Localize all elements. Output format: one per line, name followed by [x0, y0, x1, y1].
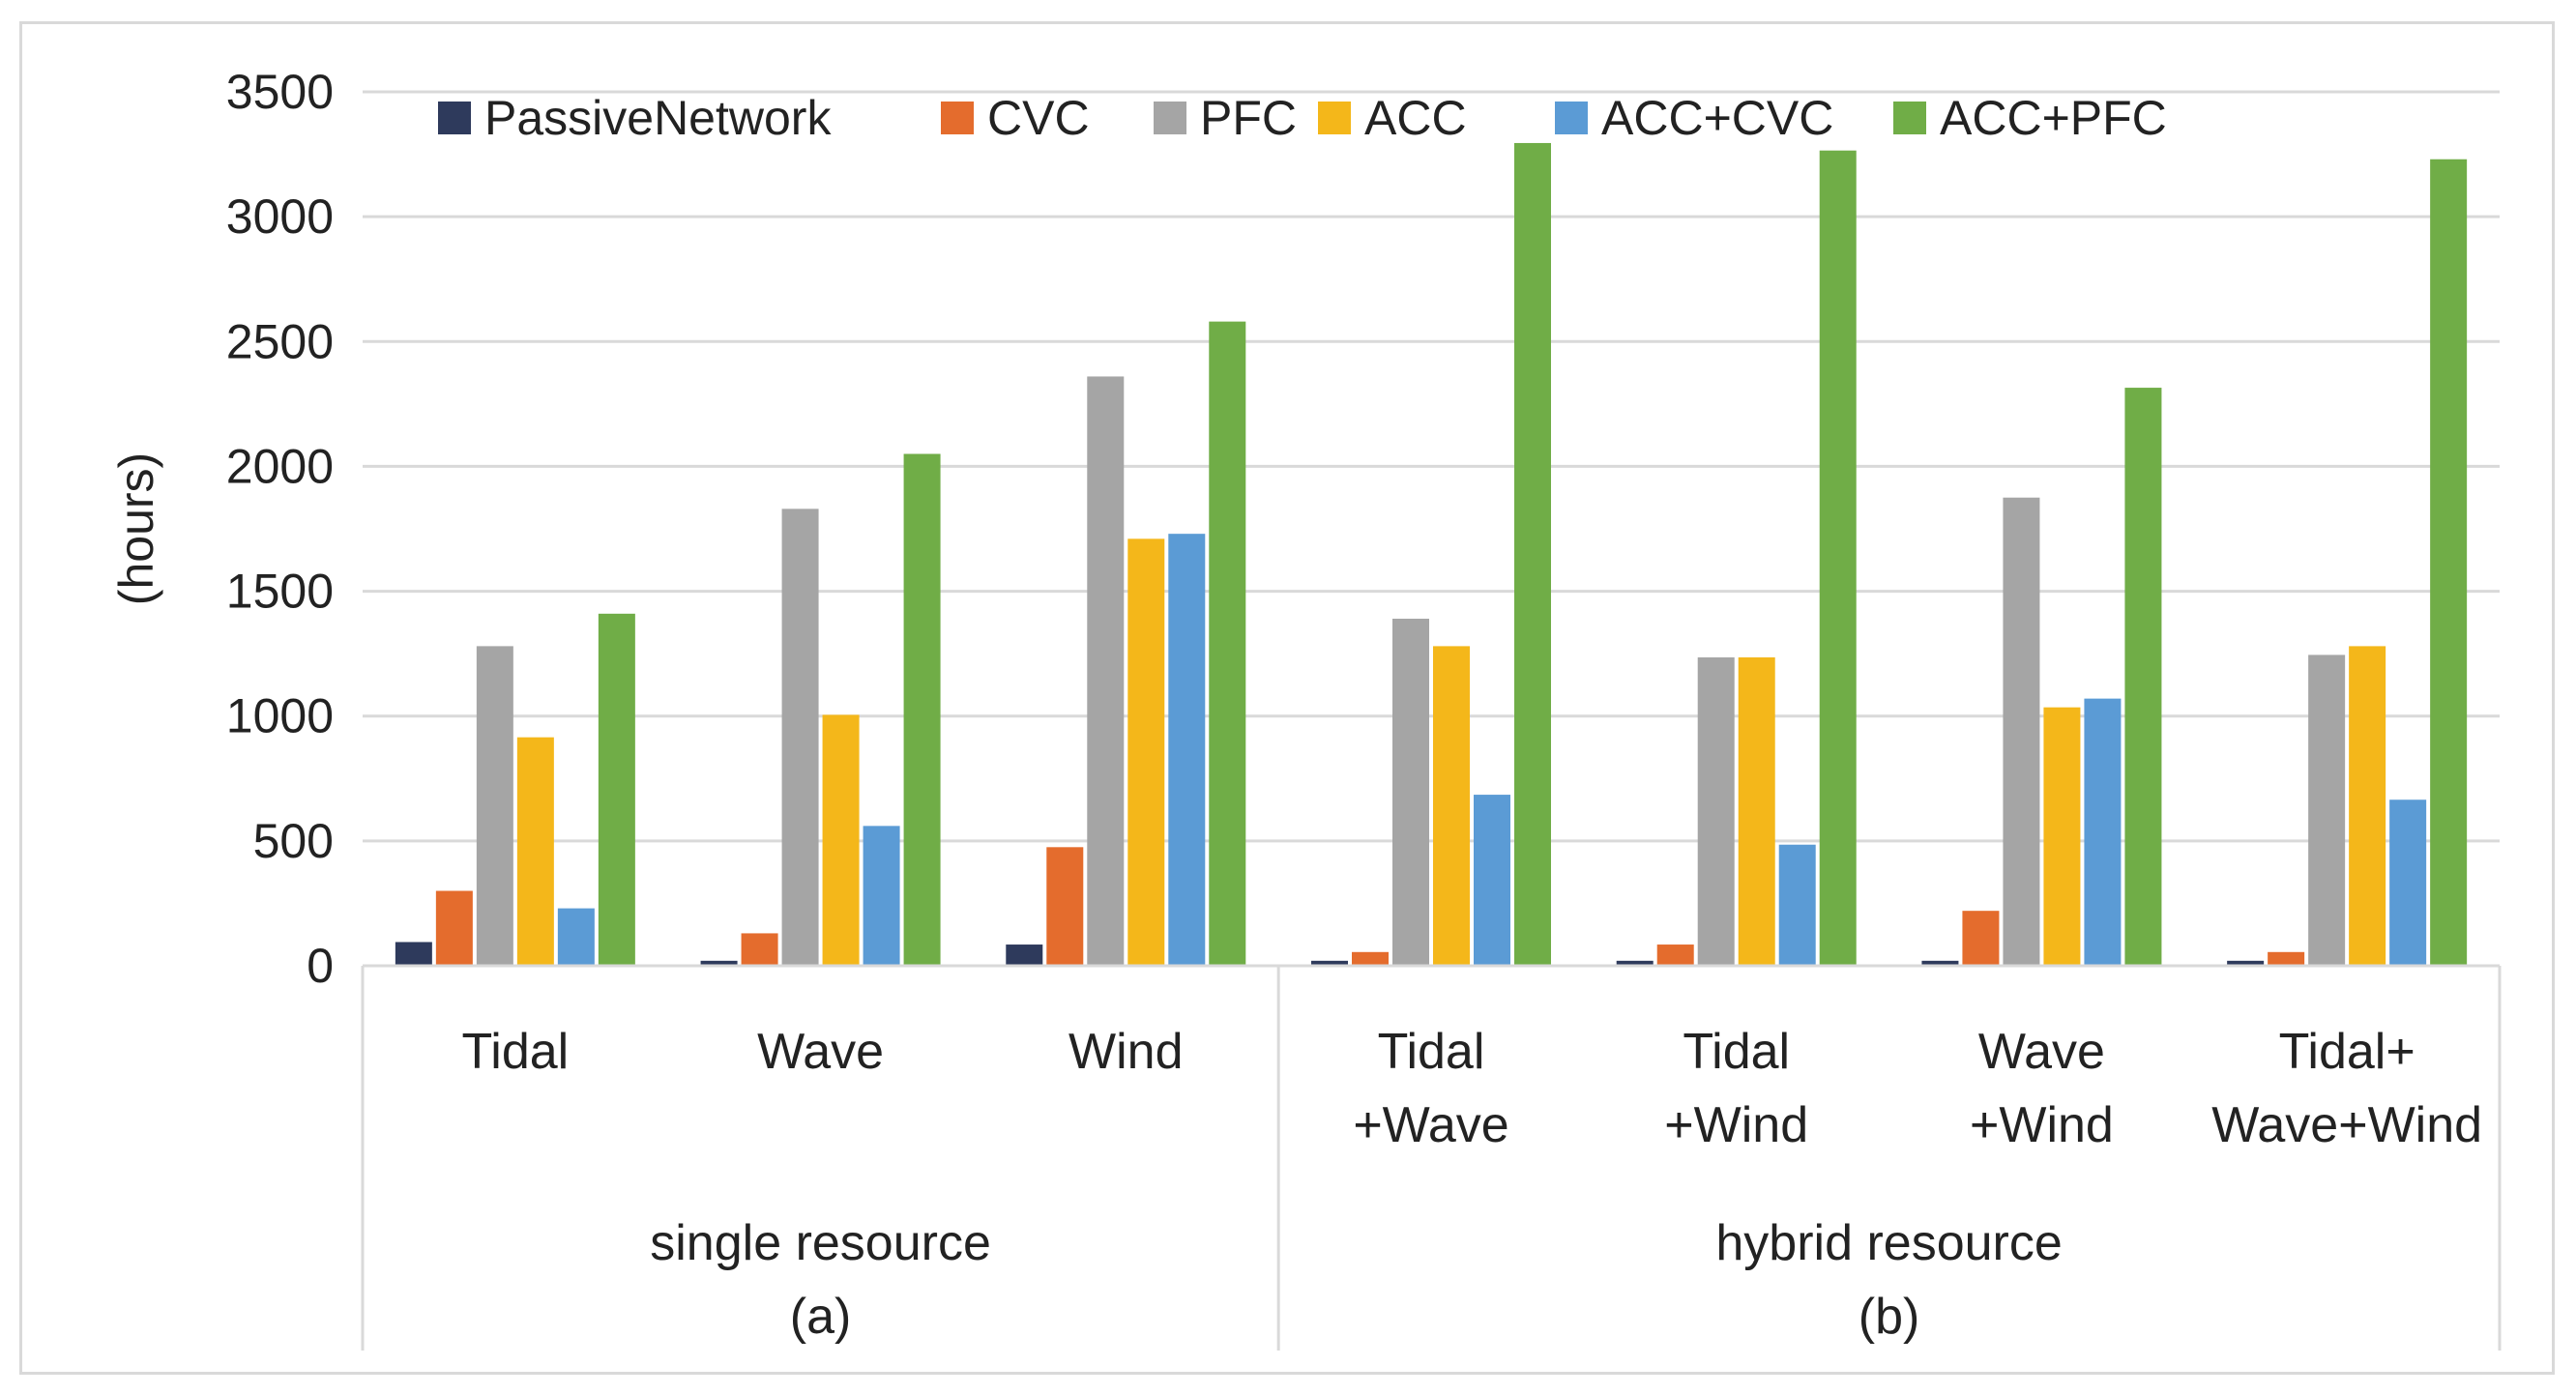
group-label: (a)	[790, 1289, 852, 1345]
legend-swatch	[438, 102, 471, 134]
bar-acc-pfc	[1514, 142, 1551, 966]
group-label: (b)	[1859, 1289, 1920, 1345]
bar-acc	[1433, 646, 1470, 966]
bar-acc	[2043, 707, 2081, 966]
category-label: Tidal	[1683, 1024, 1790, 1080]
bar-acc-cvc	[2084, 698, 2122, 966]
bar-cvc	[435, 890, 473, 966]
category-label: Tidal+	[2279, 1024, 2415, 1080]
bar-acc-cvc	[1778, 844, 1816, 966]
legend-swatch	[1154, 102, 1186, 134]
bar-passivenetwork	[395, 942, 432, 966]
bar-acc-cvc	[2389, 799, 2427, 966]
category-label: +Wind	[1664, 1097, 1808, 1153]
bar-acc	[2349, 646, 2386, 966]
y-axis-title: (hours)	[109, 452, 163, 605]
axes	[361, 964, 2502, 1351]
group-label: single resource	[650, 1215, 991, 1271]
bar-acc	[1127, 538, 1165, 966]
bar-acc-cvc	[1474, 795, 1510, 966]
bar-passivenetwork	[1006, 945, 1043, 966]
bar-passivenetwork	[1311, 960, 1348, 966]
bar-acc-pfc	[2430, 159, 2468, 967]
bar-pfc	[2308, 654, 2346, 966]
legend-label: ACC+PFC	[1940, 91, 2167, 145]
y-tick-label: 2000	[226, 439, 334, 493]
category-label: +Wind	[1970, 1097, 2114, 1153]
group-label: hybrid resource	[1715, 1215, 2062, 1271]
bar-cvc	[1962, 911, 2000, 966]
category-label: Wave	[757, 1024, 884, 1080]
chart-canvas: 0 500 1000 1500 2000 2500 3000 3500 Tidal Wave Win…	[109, 65, 2502, 1351]
bar-cvc	[741, 933, 778, 966]
bar-cvc	[1046, 847, 1084, 966]
legend-swatch	[1555, 102, 1588, 134]
bar-acc	[516, 737, 554, 966]
bar-acc	[822, 714, 860, 966]
bar-pfc	[1697, 657, 1735, 966]
legend-swatch	[1893, 102, 1926, 134]
category-label: Tidal	[1378, 1024, 1485, 1080]
bar-pfc	[1392, 618, 1429, 966]
y-tick-label: 0	[307, 939, 334, 993]
bar-pfc	[1087, 376, 1125, 967]
category-label: Wave	[1978, 1024, 2105, 1080]
bar-pfc	[476, 646, 513, 966]
y-tick-label: 3500	[226, 65, 334, 119]
bar-acc-pfc	[1819, 150, 1857, 966]
bar-cvc	[1656, 945, 1694, 966]
y-tick-label: 3000	[226, 189, 334, 244]
legend-label: PassiveNetwork	[484, 91, 832, 145]
category-label: Wave+Wind	[2211, 1097, 2482, 1153]
bar-cvc	[1352, 951, 1389, 966]
y-tick-label: 500	[253, 814, 334, 868]
category-label: Tidal	[461, 1024, 569, 1080]
bar-pfc	[781, 509, 819, 966]
y-tick-label: 1500	[226, 565, 334, 619]
y-tick-label: 1000	[226, 689, 334, 743]
chart-frame: 0 500 1000 1500 2000 2500 3000 3500 Tidal Wave Win…	[19, 21, 2555, 1375]
bar-acc-pfc	[598, 613, 635, 966]
legend-label: ACC	[1364, 91, 1467, 145]
bar-acc-pfc	[2124, 388, 2162, 966]
bar-passivenetwork	[1616, 960, 1654, 966]
bar-pfc	[2003, 497, 2040, 966]
gridlines	[363, 90, 2500, 843]
bar-passivenetwork	[700, 960, 738, 966]
bars	[395, 142, 2468, 967]
legend-swatch	[941, 102, 974, 134]
category-label: +Wave	[1353, 1097, 1508, 1153]
legend-swatch	[1318, 102, 1351, 134]
category-label: Wind	[1068, 1024, 1183, 1080]
legend-label: CVC	[987, 91, 1090, 145]
y-tick-label: 2500	[226, 314, 334, 368]
legend-label: PFC	[1200, 91, 1297, 145]
bar-acc	[1738, 657, 1775, 966]
bar-acc-cvc	[557, 908, 595, 966]
legend-label: ACC+CVC	[1601, 91, 1833, 145]
bar-cvc	[2268, 951, 2305, 966]
bar-acc-pfc	[1209, 321, 1246, 966]
legend: PassiveNetwork CVC PFC ACC ACC+CVC ACC+PFC	[438, 91, 2167, 145]
bar-acc-pfc	[903, 453, 941, 966]
bar-acc-cvc	[863, 826, 900, 966]
labels: 0 500 1000 1500 2000 2500 3000 3500 Tidal Wave Win…	[109, 65, 2482, 1345]
bar-acc-cvc	[1168, 534, 1206, 966]
bar-passivenetwork	[2227, 960, 2265, 966]
bar-passivenetwork	[1921, 960, 1959, 966]
